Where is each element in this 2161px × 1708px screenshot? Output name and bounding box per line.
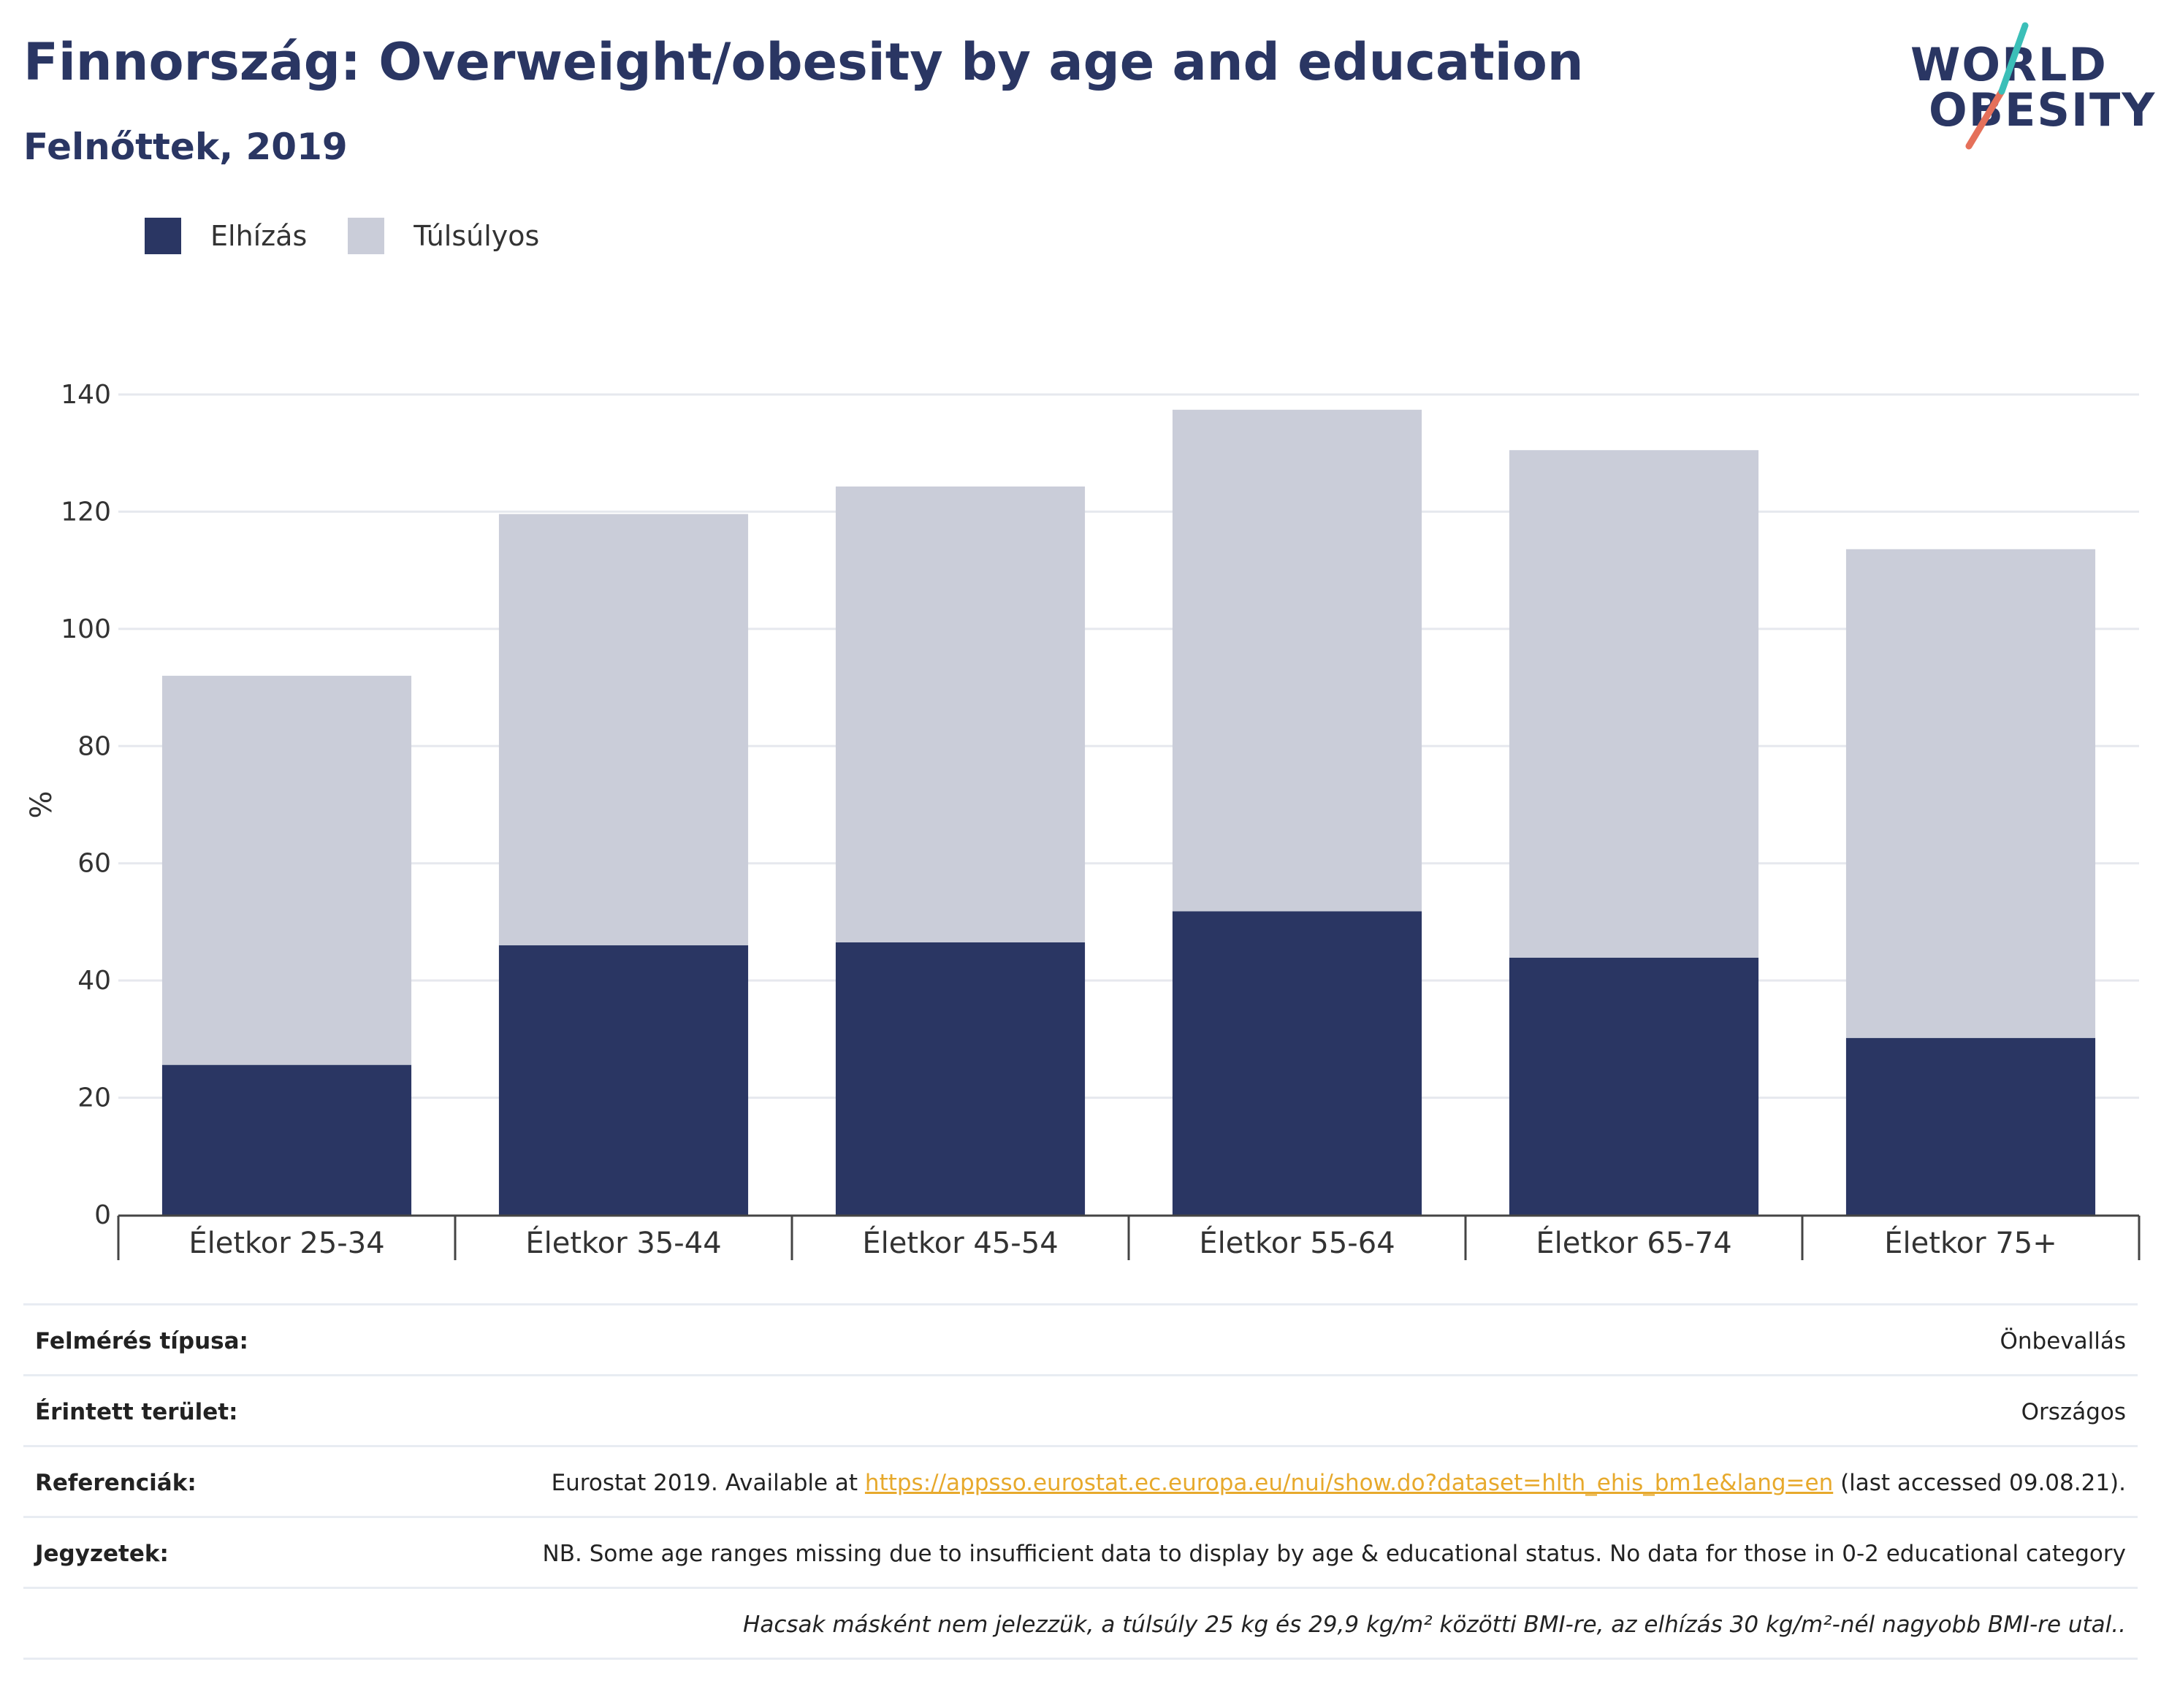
info-row-area: Érintett terület: Országos (23, 1374, 2138, 1445)
logo-line-2: OBESITY (1929, 83, 2157, 137)
bar-obesity-1 (498, 945, 749, 1215)
bar-overweight-0 (161, 676, 412, 1065)
chart-legend: Elhízás Túlsúlyos (145, 218, 580, 254)
y-tick-label: 100 (61, 614, 111, 644)
y-tick-label: 0 (94, 1200, 111, 1230)
stacked-bar-chart: 0 20 40 60 80 100 120 140% Életkor 25-34 Életkor … (25, 380, 2141, 1260)
info-table: Felmérés típusa: Önbevallás Érintett ter… (23, 1303, 2138, 1660)
bar-obesity-4 (1509, 957, 1759, 1215)
legend-item-obesity[interactable]: Elhízás (145, 218, 307, 254)
legend-swatch-overweight (348, 218, 385, 254)
chart-subtitle: Felnőttek, 2019 (23, 126, 348, 168)
info-row-notes: Jegyzetek: NB. Some age ranges missing d… (23, 1516, 2138, 1587)
references-prefix: Eurostat 2019. Available at (551, 1470, 865, 1496)
survey-type-value: Önbevallás (2000, 1328, 2126, 1354)
x-tick-label: Életkor 35-44 (525, 1225, 721, 1260)
x-tick-label: Életkor 45-54 (862, 1225, 1058, 1260)
x-tick-label: Életkor 75+ (1884, 1225, 2057, 1260)
references-link[interactable]: https://appsso.eurostat.ec.europa.eu/nui… (864, 1470, 1834, 1496)
y-tick-label: 20 (77, 1083, 111, 1113)
bar-overweight-3 (1172, 409, 1422, 912)
bar-obesity-5 (1845, 1037, 2096, 1215)
info-row-survey-type: Felmérés típusa: Önbevallás (23, 1303, 2138, 1374)
references-suffix: (last accessed 09.08.21). (1833, 1470, 2126, 1496)
x-tick-label: Életkor 65-74 (1536, 1225, 1731, 1260)
logo-slash-icon (1965, 22, 2029, 150)
bar-obesity-2 (835, 942, 1086, 1215)
info-row-references: Referenciák: Eurostat 2019. Available at… (23, 1445, 2138, 1516)
bar-obesity-3 (1172, 911, 1422, 1215)
world-obesity-logo: WORLD OBESITY (1899, 22, 2154, 153)
legend-label-obesity: Elhízás (210, 220, 308, 252)
survey-type-label: Felmérés típusa: (35, 1328, 248, 1354)
y-tick-label: 60 (77, 849, 111, 879)
area-value: Országos (2021, 1399, 2126, 1425)
y-tick-label: 80 (77, 731, 111, 761)
references-value: Eurostat 2019. Available at https://apps… (552, 1468, 2126, 1498)
chart-title: Finnország: Overweight/obesity by age an… (23, 32, 1584, 92)
legend-item-overweight[interactable]: Túlsúlyos (348, 218, 539, 254)
bar-overweight-2 (835, 486, 1086, 943)
legend-label-overweight: Túlsúlyos (413, 220, 540, 252)
bmi-footnote: Hacsak másként nem jelezzük, a túlsúly 2… (743, 1612, 2126, 1638)
references-label: Referenciák: (35, 1470, 197, 1496)
x-tick-label: Életkor 55-64 (1199, 1225, 1395, 1260)
y-tick-label: 40 (77, 966, 111, 996)
bar-obesity-0 (161, 1064, 412, 1215)
y-tick-label: 120 (61, 497, 111, 527)
bar-overweight-1 (498, 514, 749, 946)
legend-swatch-obesity (145, 218, 181, 254)
bar-overweight-5 (1845, 549, 2096, 1038)
info-row-footnote: Hacsak másként nem jelezzük, a túlsúly 2… (23, 1587, 2138, 1660)
bar-overweight-4 (1509, 450, 1759, 958)
y-axis-title: % (25, 790, 58, 818)
y-tick-label: 140 (61, 380, 111, 410)
notes-value: NB. Some age ranges missing due to insuf… (542, 1541, 2126, 1567)
area-label: Érintett terület: (35, 1399, 238, 1425)
x-tick-label: Életkor 25-34 (188, 1225, 384, 1260)
notes-label: Jegyzetek: (35, 1541, 169, 1567)
